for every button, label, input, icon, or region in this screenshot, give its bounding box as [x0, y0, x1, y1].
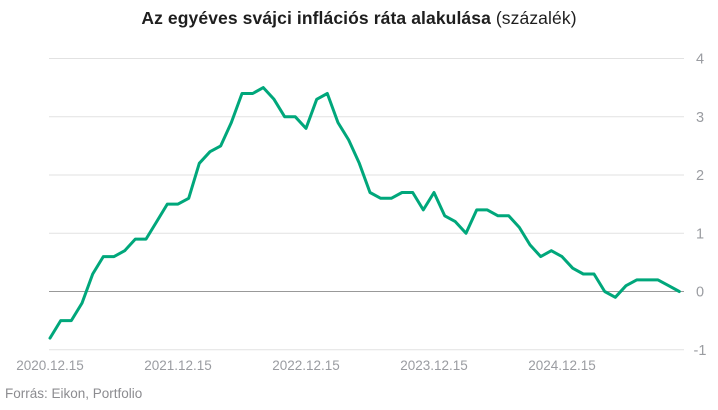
x-axis-label: 2024.12.15	[528, 358, 596, 373]
inflation-line-series	[48, 86, 681, 340]
x-axis-label: 2021.12.15	[144, 358, 212, 373]
chart-title-main: Az egyéves svájci inflációs ráta alakulá…	[141, 8, 491, 28]
source-note: Forrás: Eikon, Portfolio	[5, 386, 143, 401]
y-axis-label: 0	[696, 285, 704, 301]
y-axis-label: 2	[696, 168, 704, 184]
chart-title: Az egyéves svájci inflációs ráta alakulá…	[0, 8, 718, 29]
x-axis-label: 2023.12.15	[400, 358, 468, 373]
x-axis-label: 2022.12.15	[272, 358, 340, 373]
y-axis-label: 3	[696, 110, 704, 126]
x-axis-label: 2020.12.15	[16, 358, 84, 373]
chart-title-unit: (százalék)	[495, 8, 577, 28]
y-axis-label: 4	[696, 52, 704, 68]
y-axis-label: -1	[694, 343, 707, 359]
y-axis-label: 1	[696, 226, 704, 242]
